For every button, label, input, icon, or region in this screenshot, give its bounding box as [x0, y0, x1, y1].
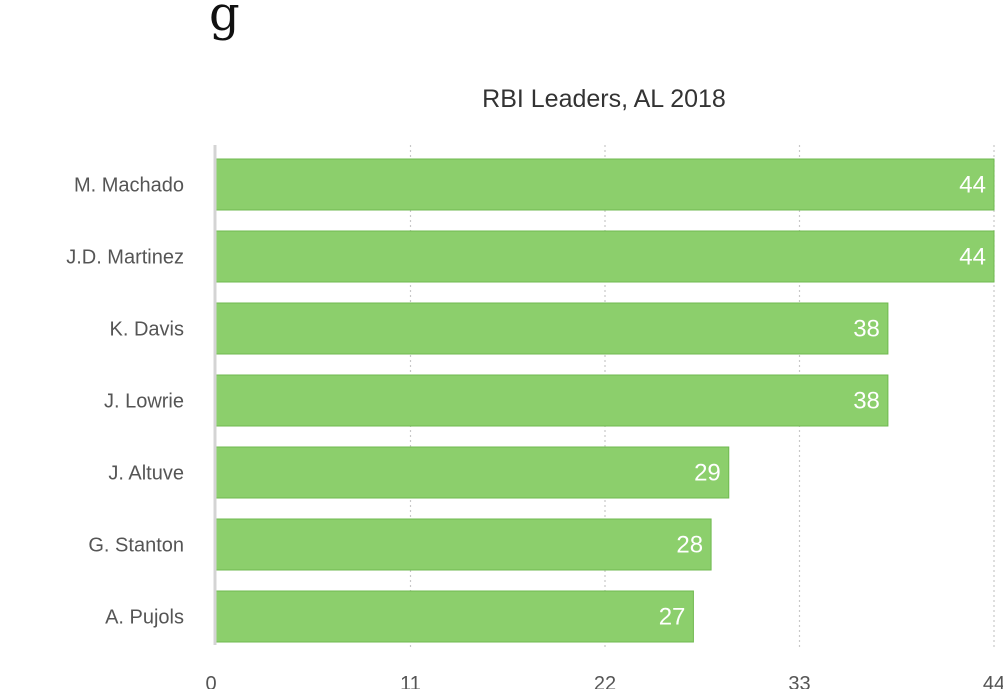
- category-label: A. Pujols: [105, 607, 184, 629]
- cropped-heading-fragment: g: [209, 0, 240, 42]
- bar: [215, 158, 995, 211]
- bars: 44 44 38 38 29 28 27: [215, 158, 995, 643]
- x-axis-ticks: 0 11 22 33 44: [205, 673, 1003, 689]
- x-tick-label: 0: [205, 673, 216, 689]
- bar: [215, 518, 712, 571]
- category-label: G. Stanton: [88, 535, 184, 557]
- bar-value-label: 28: [676, 532, 703, 559]
- category-label: K. Davis: [110, 319, 184, 341]
- bar: [215, 374, 889, 427]
- x-tick-label: 33: [788, 673, 810, 689]
- bar-value-label: 38: [853, 388, 880, 415]
- bar: [215, 230, 995, 283]
- category-label: J. Altuve: [108, 463, 184, 485]
- chart-title: RBI Leaders, AL 2018: [482, 85, 726, 113]
- bar-value-label: 29: [694, 460, 721, 487]
- category-label: J.D. Martinez: [66, 247, 184, 269]
- bar: [215, 590, 694, 643]
- category-label: J. Lowrie: [104, 391, 184, 413]
- bar-value-label: 38: [853, 316, 880, 343]
- x-tick-label: 11: [400, 673, 421, 689]
- category-labels: M. Machado J.D. Martinez K. Davis J. Lowrie…: [66, 175, 184, 629]
- bar: [215, 446, 730, 499]
- bar-value-label: 27: [659, 604, 686, 631]
- bar: [215, 302, 889, 355]
- x-tick-label: 22: [594, 673, 616, 689]
- bar-value-label: 44: [959, 172, 986, 199]
- x-tick-label: 44: [983, 673, 1003, 689]
- category-label: M. Machado: [74, 175, 184, 197]
- bar-value-label: 44: [959, 244, 986, 271]
